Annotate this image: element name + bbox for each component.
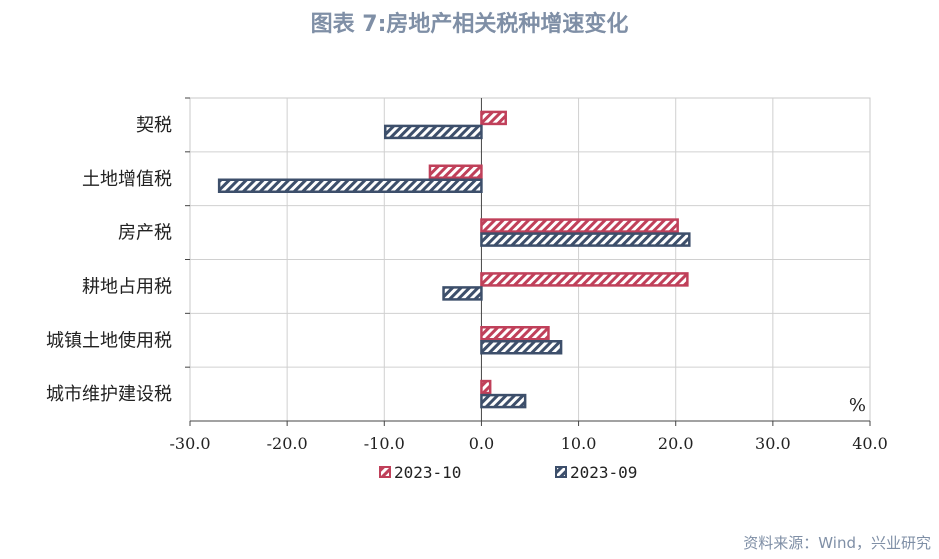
legend-swatch <box>555 466 567 478</box>
x-tick-label: 10.0 <box>561 434 597 453</box>
legend-label: 2023-10 <box>394 463 461 482</box>
x-tick-label: -10.0 <box>364 434 405 453</box>
category-label: 城镇土地使用税 <box>46 330 172 351</box>
x-tick-label: -30.0 <box>169 434 210 453</box>
bar-layer <box>217 110 691 409</box>
bar-2023-10 <box>428 164 483 179</box>
bar-2023-09 <box>217 178 483 193</box>
bar-2023-09 <box>442 286 483 301</box>
x-tick-label: 30.0 <box>755 434 791 453</box>
bar-2023-10 <box>480 218 679 233</box>
category-label: 耕地占用税 <box>82 276 172 297</box>
bar-2023-09 <box>480 340 563 355</box>
grid-layer <box>185 97 871 426</box>
x-tick-label: -20.0 <box>267 434 308 453</box>
unit-label: % <box>849 395 866 416</box>
source-note: 资料来源：Wind，兴业研究 <box>743 534 931 552</box>
label-layer: -30.0 -20.0 -10.0 0.0 10.0 20.0 30.0 40.0 契税土地增值… <box>46 115 888 453</box>
x-tick-label: 20.0 <box>658 434 694 453</box>
category-label: 契税 <box>136 115 172 136</box>
x-tick-label: 0.0 <box>469 434 494 453</box>
chart-title: 图表 7:房地产相关税种增速变化 <box>310 12 629 37</box>
category-label: 城市维护建设税 <box>46 384 172 405</box>
bar-2023-09 <box>480 232 691 247</box>
legend-label: 2023-09 <box>570 463 637 482</box>
bar-2023-10 <box>480 272 689 287</box>
legend-swatch <box>379 466 391 478</box>
bar-2023-10 <box>480 110 507 126</box>
category-label: 房产税 <box>118 223 172 244</box>
bar-2023-10 <box>480 326 550 341</box>
bar-2023-10 <box>480 379 492 395</box>
bar-2023-09 <box>384 124 483 140</box>
bar-2023-09 <box>480 393 527 409</box>
legend-layer: 2023-10 2023-09 <box>379 463 637 482</box>
x-tick-label: 40.0 <box>852 434 888 453</box>
category-label: 土地增值税 <box>82 169 172 190</box>
